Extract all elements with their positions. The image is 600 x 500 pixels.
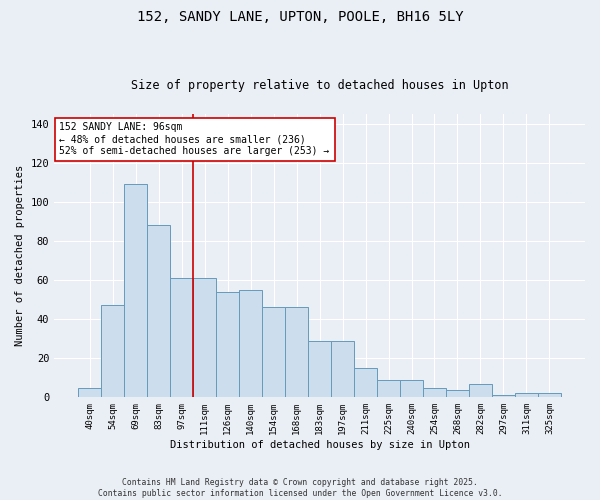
Bar (515, 394, 538, 398)
Bar (147, 226, 170, 398)
Bar (469, 384, 492, 398)
Bar (492, 396, 515, 398)
Bar (216, 292, 239, 398)
X-axis label: Distribution of detached houses by size in Upton: Distribution of detached houses by size … (170, 440, 470, 450)
Y-axis label: Number of detached properties: Number of detached properties (15, 165, 25, 346)
Text: Contains HM Land Registry data © Crown copyright and database right 2025.
Contai: Contains HM Land Registry data © Crown c… (98, 478, 502, 498)
Bar (262, 308, 285, 398)
Bar (354, 368, 377, 398)
Bar (78, 388, 101, 398)
Bar (423, 388, 446, 398)
Text: 152, SANDY LANE, UPTON, POOLE, BH16 5LY: 152, SANDY LANE, UPTON, POOLE, BH16 5LY (137, 10, 463, 24)
Text: 152 SANDY LANE: 96sqm
← 48% of detached houses are smaller (236)
52% of semi-det: 152 SANDY LANE: 96sqm ← 48% of detached … (59, 122, 330, 156)
Bar (400, 380, 423, 398)
Bar (170, 278, 193, 398)
Bar (331, 340, 354, 398)
Bar (239, 290, 262, 398)
Bar (124, 184, 147, 398)
Bar (285, 308, 308, 398)
Bar (377, 380, 400, 398)
Bar (101, 306, 124, 398)
Title: Size of property relative to detached houses in Upton: Size of property relative to detached ho… (131, 79, 508, 92)
Bar (193, 278, 216, 398)
Bar (308, 340, 331, 398)
Bar (538, 394, 561, 398)
Bar (446, 390, 469, 398)
